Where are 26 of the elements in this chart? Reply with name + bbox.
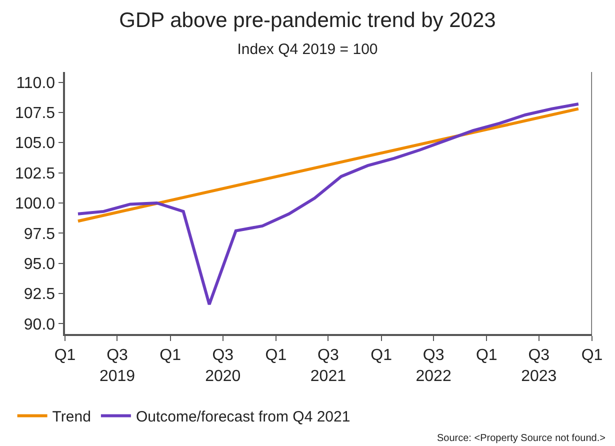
x-tick-label: Q1 [265, 346, 287, 364]
x-tick-label: Q1 [476, 346, 498, 364]
x-tick-label: Q1 [370, 346, 392, 364]
x-tick-label: Q3 2022 [416, 346, 452, 385]
line-series [76, 102, 580, 306]
legend-label: Outcome/forecast from Q4 2021 [136, 408, 350, 426]
source-note: Source: <Property Source not found.> [437, 433, 606, 444]
y-tick-label: 90.0 [24, 316, 56, 334]
x-tick-label: Q3 2023 [521, 346, 557, 385]
x-tick-label: Q1 [581, 346, 603, 364]
x-tick-label: Q3 2021 [310, 346, 346, 385]
x-tick-label: Q3 2020 [205, 346, 241, 385]
x-tick-label: Q3 2019 [99, 346, 136, 385]
y-tick-label: 100.0 [15, 196, 56, 213]
y-tick-label: 92.5 [24, 286, 56, 304]
y-tick-label: 105.0 [15, 135, 56, 152]
y-tick-label: 107.5 [15, 105, 56, 122]
legend-label: Trend [52, 408, 91, 426]
x-tick-label: Q1 [54, 346, 76, 364]
chart-title: GDP above pre-pandemic trend by 2023 [119, 8, 496, 32]
y-tick-label: 102.5 [15, 165, 56, 182]
y-tick-label: 110.0 [16, 74, 56, 92]
y-tick-label: 97.5 [24, 226, 56, 243]
y-tick-label: 95.0 [24, 256, 56, 273]
x-tick-label: Q1 [160, 346, 182, 364]
chart-subtitle: Index Q4 2019 = 100 [237, 41, 378, 58]
